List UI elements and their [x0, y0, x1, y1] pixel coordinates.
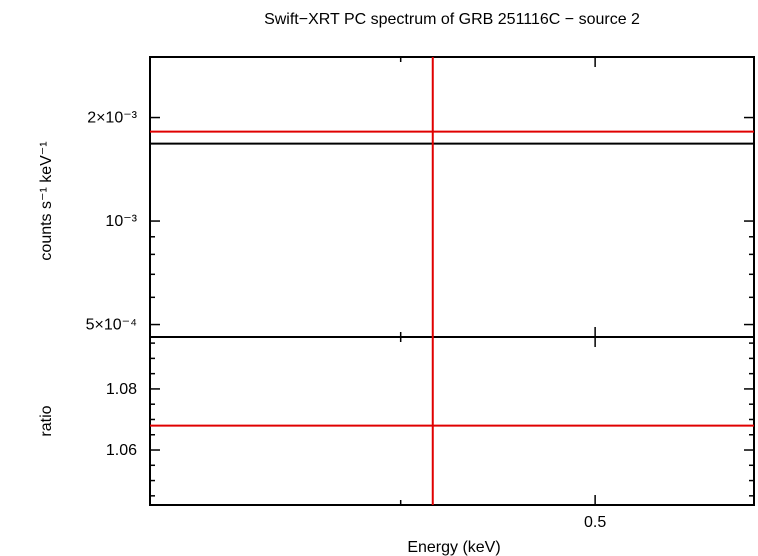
- x-tick-label: 0.5: [584, 514, 606, 531]
- ratio-y-tick-label: 1.08: [106, 381, 137, 398]
- spectrum-tick-group: 2×10⁻³ 10⁻³ 5×10⁻⁴: [86, 56, 754, 337]
- y-tick-label: 2×10⁻³: [87, 110, 137, 127]
- spectrum-panel-frame: [149, 56, 755, 338]
- ratio-y-tick-label: 1.06: [106, 442, 137, 459]
- x-axis-label: Energy (keV): [407, 539, 500, 556]
- data-mark-group: [150, 57, 754, 505]
- y-tick-label: 5×10⁻⁴: [86, 317, 137, 334]
- ratio-tick-group: 0.5 1.06 1.08: [106, 337, 754, 531]
- ratio-panel-frame: [149, 336, 755, 506]
- ratio-y-axis-label: ratio: [38, 405, 55, 436]
- spectrum-y-axis-label: counts s⁻¹ keV⁻¹: [38, 141, 55, 260]
- y-tick-label: 10⁻³: [105, 213, 137, 230]
- chart-title: Swift−XRT PC spectrum of GRB 251116C − s…: [264, 11, 640, 28]
